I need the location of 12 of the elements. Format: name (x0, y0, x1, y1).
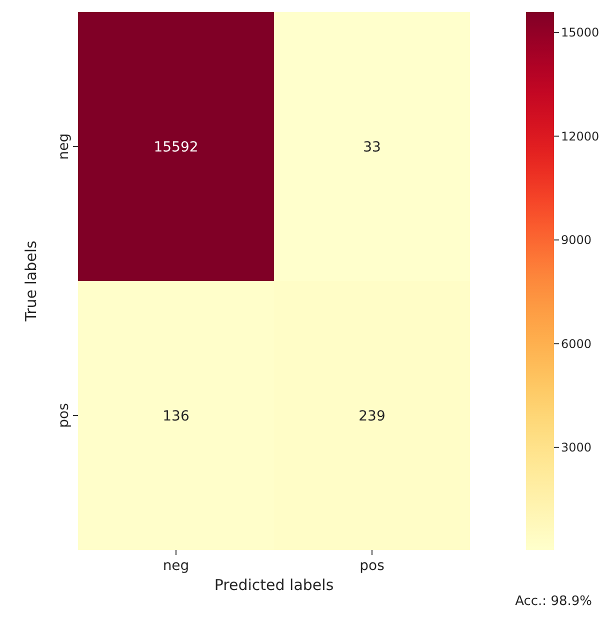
color-bar-label: 15000 (561, 26, 600, 40)
color-bar-label: 6000 (561, 336, 592, 351)
text: Acc.: 98.9% (515, 594, 592, 609)
data-label: 15592 (154, 139, 198, 156)
data-label: 239 (358, 408, 386, 424)
color-bar-label: 9000 (561, 233, 592, 248)
y-axis-title: True labels (22, 240, 40, 322)
data-label: 33 (363, 139, 381, 156)
x-axis-title: Predicted labels (214, 576, 334, 594)
data-label: 136 (162, 408, 190, 424)
color-bar-label: 3000 (561, 440, 592, 455)
color-bar-label: 12000 (561, 129, 600, 144)
